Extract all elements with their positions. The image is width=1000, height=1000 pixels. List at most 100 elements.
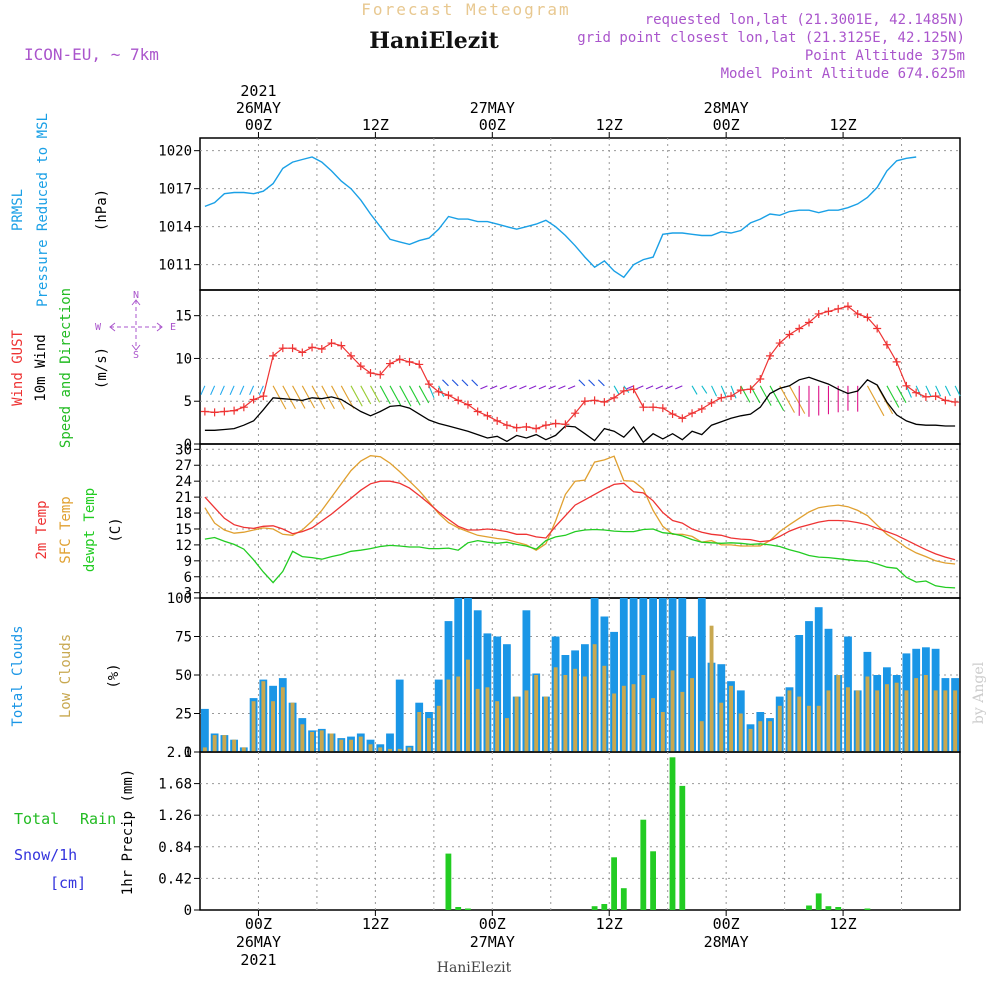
low-cloud-bar — [885, 684, 889, 752]
wind-direction-arrow — [340, 385, 355, 409]
gust-point — [853, 309, 862, 318]
low-cloud-bar — [300, 724, 305, 752]
wind-direction-arrow — [905, 385, 912, 398]
precip-bar — [815, 893, 822, 910]
low-cloud-bar — [241, 747, 246, 752]
low-cloud-bar — [261, 681, 266, 752]
precip-bar — [679, 785, 686, 910]
y-tick-label: 0 — [184, 745, 192, 761]
precip-bar — [835, 907, 842, 910]
bottom-time-label: 12Z — [596, 915, 623, 933]
low-cloud-bar — [758, 721, 763, 752]
wind-direction-arrow — [896, 385, 907, 403]
low-cloud-bar — [475, 688, 480, 752]
total-cloud-bar — [629, 598, 638, 752]
precip-bar — [864, 908, 871, 910]
gust-point — [366, 368, 375, 377]
y-tick-label: 6 — [184, 570, 192, 586]
gust-point — [863, 313, 872, 322]
gust-point — [785, 330, 794, 339]
low-cloud-bar — [573, 668, 578, 752]
low-cloud-bar — [456, 676, 461, 752]
compass-n: N — [133, 290, 139, 301]
total-cloud-bar — [658, 598, 667, 752]
low-cloud-bar — [319, 730, 324, 752]
low-cloud-bar — [855, 690, 860, 752]
wind-direction-arrow — [558, 385, 566, 390]
gust-point — [629, 385, 638, 394]
wind-gust-label: Wind GUST — [10, 330, 26, 406]
wind-direction-arrow — [944, 385, 951, 397]
bottom-time-label: 27MAY — [470, 933, 515, 951]
low-cloud-bar — [651, 698, 655, 752]
wind-direction-arrow — [578, 379, 586, 387]
total-cloud-bar — [795, 635, 804, 752]
y-tick-label: 1020 — [158, 144, 192, 160]
low-cloud-bar — [699, 721, 704, 752]
wind-direction-arrow — [701, 385, 708, 394]
total-cloud-bar — [522, 610, 531, 752]
total-cloud-bar — [814, 607, 823, 752]
low-cloud-bar — [592, 644, 597, 752]
wind-direction-arrow — [210, 385, 216, 396]
precip-bar — [669, 757, 676, 910]
wind-direction-arrow — [935, 385, 942, 397]
bottom-time-label: 00Z — [479, 915, 506, 933]
total-cloud-bar — [697, 598, 706, 752]
wind-direction-arrow — [418, 385, 430, 404]
wind-direction-arrow — [623, 385, 630, 393]
gust-point — [892, 357, 901, 366]
precip-bar — [620, 888, 627, 910]
gust-point — [239, 403, 248, 412]
precip-unit: 1hr Precip (mm) — [120, 769, 136, 895]
wind-direction-arrow — [461, 379, 469, 387]
gust-point — [931, 392, 940, 401]
low-cloud-bar — [690, 678, 694, 752]
gust-point — [512, 423, 521, 432]
dewpt-label: dewpt Temp — [82, 488, 98, 572]
precip-bar — [640, 819, 647, 910]
wind-direction-arrow — [229, 385, 235, 396]
gust-point — [668, 410, 677, 419]
low-cloud-bar — [505, 718, 509, 752]
gust-point — [463, 400, 472, 409]
wind-direction-arrow — [720, 385, 727, 398]
low-cloud-bar — [290, 702, 295, 752]
precip-rain-label: Rain — [80, 810, 116, 828]
clouds-unit: (%) — [106, 663, 122, 688]
low-cloud-bar — [943, 690, 948, 752]
wind-direction-arrow — [789, 385, 806, 414]
wind-direction-arrow — [311, 385, 326, 410]
low-cloud-bar — [358, 736, 363, 752]
y-tick-label: 1014 — [158, 220, 192, 236]
y-tick-label: 5 — [184, 394, 192, 410]
panel-frame — [199, 137, 961, 291]
wind-direction-arrow — [331, 385, 346, 410]
station-title: HaniElezit — [369, 28, 499, 54]
wind-direction-arrow — [655, 385, 664, 390]
precip-bar — [445, 853, 452, 910]
wind-direction-arrow — [471, 379, 479, 387]
y-tick-label: 50 — [175, 668, 192, 684]
top-time-label: 28MAY — [704, 99, 749, 117]
low-cloud-bar — [378, 747, 383, 752]
gust-point — [658, 404, 667, 413]
gust-point — [551, 419, 560, 428]
low-cloud-bar — [417, 712, 422, 752]
precip-bar — [611, 857, 617, 910]
pressure-unit: (hPa) — [94, 189, 110, 231]
low-cloud-bar — [641, 675, 646, 752]
low-cloud-bar — [914, 678, 919, 752]
low-cloud-bar — [446, 679, 451, 752]
wind-direction-arrow — [711, 385, 718, 397]
low-cloud-bar — [339, 739, 344, 752]
wind-direction-arrow — [548, 385, 556, 390]
low-cloud-bar — [202, 747, 207, 752]
low-cloud-bar — [280, 687, 285, 752]
low-cloud-bar — [543, 696, 548, 752]
y-tick-label: 24 — [175, 474, 192, 490]
low-cloud-bar — [407, 747, 412, 752]
precip-total-label: Total — [14, 810, 59, 828]
wind-speed-dir-label: Speed and Direction — [58, 288, 74, 448]
